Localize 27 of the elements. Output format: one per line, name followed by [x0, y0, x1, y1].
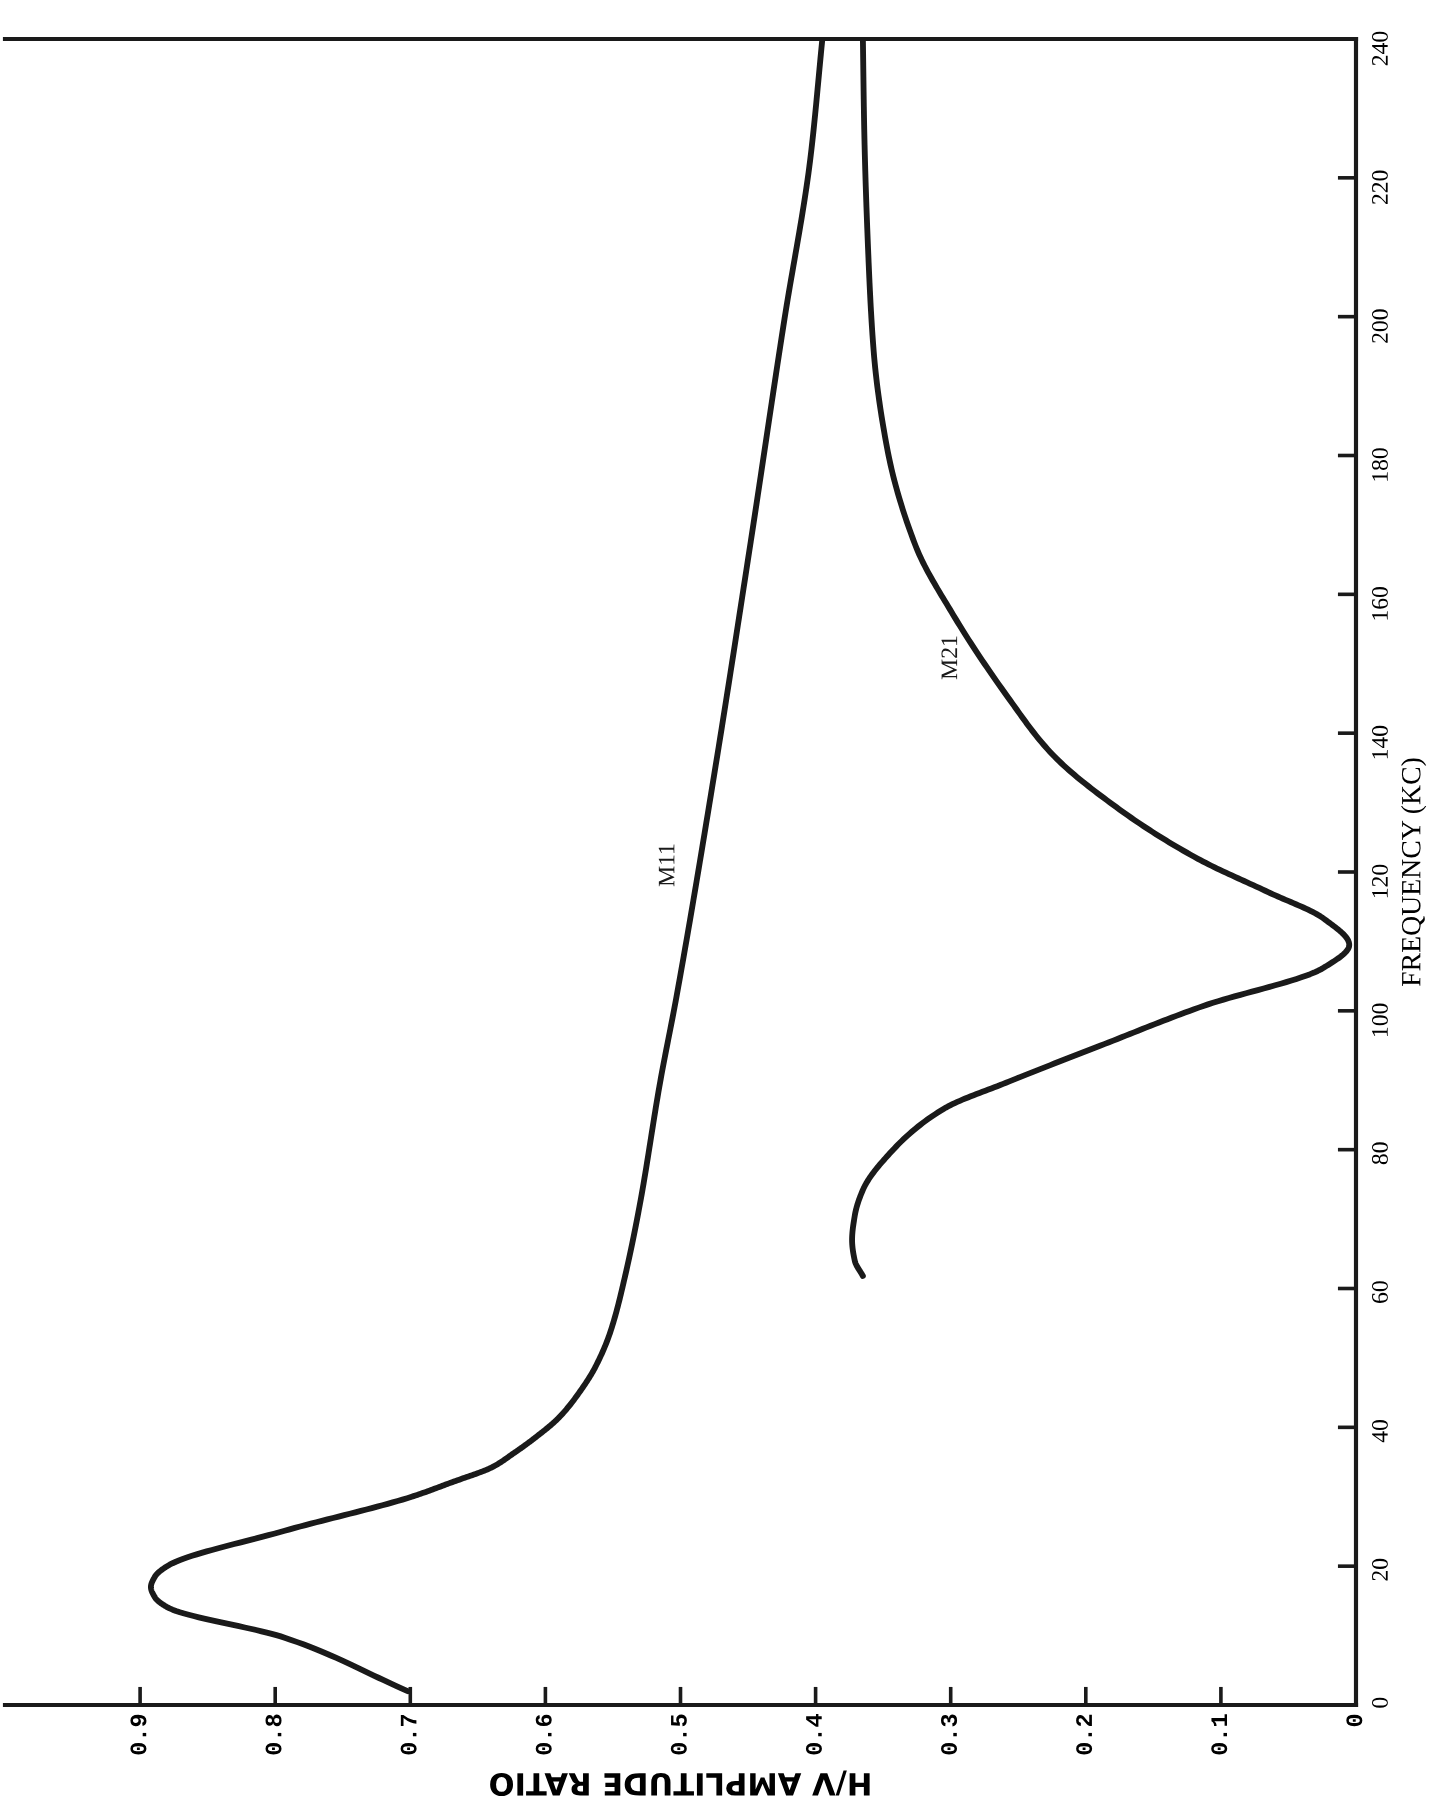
- y-tick-label: 220: [1371, 170, 1388, 205]
- text: M11: [658, 844, 675, 887]
- y-tick-label: 60: [1371, 1281, 1388, 1303]
- x-tick-label: 0.6: [535, 1714, 552, 1755]
- x-tick-label: 0.7: [400, 1714, 417, 1755]
- x-tick-label: 0.4: [805, 1714, 822, 1755]
- x-tick-label: 0.3: [941, 1714, 958, 1755]
- y-tick-label: 20: [1371, 1558, 1388, 1581]
- y-tick-label: 40: [1371, 1420, 1388, 1443]
- x-tick-label: 0.5: [670, 1714, 687, 1755]
- x-tick-label: 0.8: [265, 1714, 282, 1755]
- y-tick-label: 100: [1371, 1003, 1388, 1036]
- y-axis-title: FREQUENCY (KC): [1401, 758, 1427, 987]
- x-tick-label: 0.1: [1211, 1714, 1228, 1755]
- y-tick-label: 0: [1371, 1697, 1388, 1708]
- x-tick-label: 0.9: [130, 1714, 147, 1755]
- x-tick-label: 0.2: [1076, 1714, 1093, 1755]
- y-tick-label: 80: [1371, 1142, 1388, 1165]
- y-tick-label: 160: [1371, 587, 1388, 620]
- x-axis-title: H/V AMPLITUDE RATIO: [490, 1770, 870, 1796]
- y-tick-label: 120: [1371, 864, 1388, 898]
- y-tick-label: 180: [1371, 448, 1388, 481]
- text: M21: [941, 636, 958, 680]
- y-tick-label: 200: [1371, 309, 1388, 343]
- y-tick-label: 240: [1371, 31, 1388, 66]
- y-tick-label: 140: [1371, 725, 1388, 759]
- x-tick-label: 0: [1346, 1714, 1363, 1727]
